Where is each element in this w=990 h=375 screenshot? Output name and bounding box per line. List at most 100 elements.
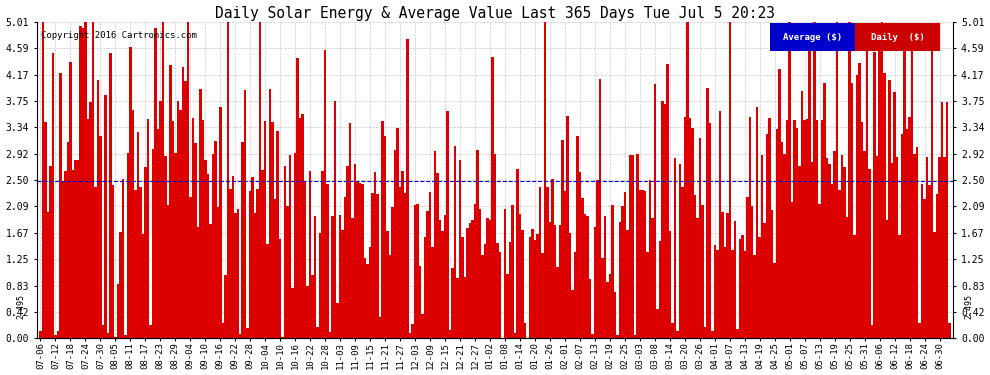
Bar bbox=[724, 247, 726, 338]
Bar bbox=[589, 279, 591, 338]
Bar bbox=[799, 166, 801, 338]
Bar bbox=[751, 207, 753, 338]
Bar bbox=[474, 204, 476, 338]
Bar bbox=[137, 132, 140, 338]
Bar bbox=[568, 233, 571, 338]
Bar bbox=[64, 171, 66, 338]
Bar bbox=[463, 277, 466, 338]
Bar bbox=[839, 190, 841, 338]
Bar bbox=[524, 323, 527, 338]
Title: Daily Solar Energy & Average Value Last 365 Days Tue Jul 5 20:23: Daily Solar Energy & Average Value Last … bbox=[215, 6, 775, 21]
Bar bbox=[337, 303, 339, 338]
Bar bbox=[863, 152, 866, 338]
Bar bbox=[329, 332, 332, 338]
Bar bbox=[811, 162, 814, 338]
Bar bbox=[648, 180, 651, 338]
Bar bbox=[140, 187, 142, 338]
Bar bbox=[594, 227, 596, 338]
Bar bbox=[619, 222, 621, 338]
Bar bbox=[51, 53, 54, 338]
Bar bbox=[542, 253, 544, 338]
Bar bbox=[509, 242, 511, 338]
Bar bbox=[634, 335, 637, 338]
Bar bbox=[581, 198, 584, 338]
Bar bbox=[716, 250, 719, 338]
Bar bbox=[92, 22, 94, 338]
Bar bbox=[931, 33, 934, 338]
Bar bbox=[943, 157, 945, 338]
Bar bbox=[404, 193, 406, 338]
Bar bbox=[516, 170, 519, 338]
Bar bbox=[611, 205, 614, 338]
Bar bbox=[394, 150, 396, 338]
Bar bbox=[159, 101, 161, 338]
Bar bbox=[793, 120, 796, 338]
Bar bbox=[926, 157, 929, 338]
Bar bbox=[342, 230, 344, 338]
Bar bbox=[353, 164, 356, 338]
Bar bbox=[269, 88, 271, 338]
Bar bbox=[471, 220, 474, 338]
Bar bbox=[281, 337, 284, 338]
Bar bbox=[906, 129, 909, 338]
Bar bbox=[399, 187, 401, 338]
Bar bbox=[169, 64, 171, 338]
Bar bbox=[174, 153, 176, 338]
Bar bbox=[491, 57, 494, 338]
Bar bbox=[209, 224, 212, 338]
Bar bbox=[845, 217, 848, 338]
Bar bbox=[384, 136, 386, 338]
Bar bbox=[571, 290, 573, 338]
Bar bbox=[227, 22, 229, 338]
Bar bbox=[734, 221, 736, 338]
Bar bbox=[948, 322, 950, 338]
Bar bbox=[456, 279, 458, 338]
Bar bbox=[391, 207, 394, 338]
Bar bbox=[112, 185, 114, 338]
Bar bbox=[401, 171, 404, 338]
Bar bbox=[432, 248, 434, 338]
Bar bbox=[81, 28, 84, 338]
Bar bbox=[47, 212, 50, 338]
Bar bbox=[796, 128, 799, 338]
Bar bbox=[546, 187, 548, 338]
Bar bbox=[406, 39, 409, 338]
Bar bbox=[529, 237, 532, 338]
Bar bbox=[898, 235, 901, 338]
Bar bbox=[653, 84, 656, 338]
Bar bbox=[696, 218, 699, 338]
Bar bbox=[161, 22, 164, 338]
Bar bbox=[673, 158, 676, 338]
Bar bbox=[644, 191, 646, 338]
Bar bbox=[149, 325, 151, 338]
Bar bbox=[97, 80, 99, 338]
Bar bbox=[481, 255, 484, 338]
Bar bbox=[312, 275, 314, 338]
Bar bbox=[351, 218, 353, 338]
Bar bbox=[614, 292, 616, 338]
Bar bbox=[573, 252, 576, 338]
Bar bbox=[291, 288, 294, 338]
Bar bbox=[868, 170, 871, 338]
Bar bbox=[866, 49, 868, 338]
Bar bbox=[414, 205, 417, 338]
Bar bbox=[191, 118, 194, 338]
Bar bbox=[824, 83, 826, 338]
Bar bbox=[332, 216, 334, 338]
Bar bbox=[54, 335, 56, 338]
Bar bbox=[127, 153, 129, 338]
Bar bbox=[631, 156, 634, 338]
Bar bbox=[381, 120, 384, 338]
Bar bbox=[61, 181, 64, 338]
Bar bbox=[154, 28, 156, 338]
Bar bbox=[151, 150, 154, 338]
Bar bbox=[791, 202, 793, 338]
Bar bbox=[924, 199, 926, 338]
Bar bbox=[145, 167, 147, 338]
Bar bbox=[114, 337, 117, 338]
Bar bbox=[232, 176, 234, 338]
Bar bbox=[442, 231, 444, 338]
Bar bbox=[59, 73, 61, 338]
Bar bbox=[499, 252, 501, 338]
Bar bbox=[891, 163, 893, 338]
